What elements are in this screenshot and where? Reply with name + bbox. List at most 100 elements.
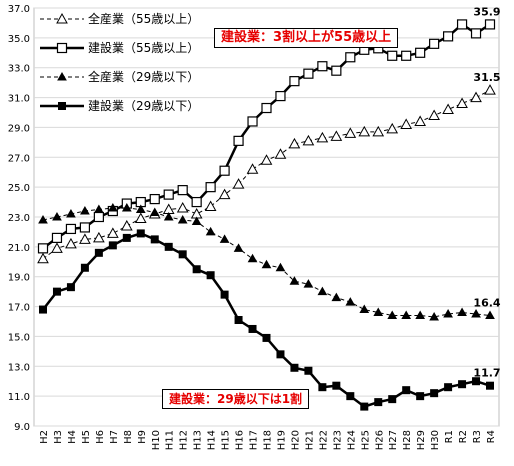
x-tick-label: H29 (416, 430, 427, 450)
data-point (428, 109, 440, 120)
data-point (79, 222, 91, 233)
data-point (120, 219, 133, 231)
x-tick-label: H25 (360, 430, 371, 450)
x-tick-label: H23 (332, 430, 343, 450)
data-point (345, 297, 356, 306)
data-point (444, 383, 453, 392)
data-point (386, 122, 399, 134)
series-line-3 (42, 232, 491, 408)
data-point (345, 52, 356, 63)
x-tick-label: H12 (179, 430, 190, 450)
x-tick-label: H7 (109, 430, 120, 444)
data-point (456, 19, 468, 30)
data-point (261, 259, 272, 269)
data-point (163, 189, 174, 200)
data-point (387, 50, 398, 61)
data-point (346, 392, 355, 401)
data-point (106, 227, 119, 238)
data-point (302, 134, 315, 146)
data-point (360, 402, 369, 411)
data-point (429, 312, 439, 321)
data-point (149, 207, 160, 217)
filled-triangle-marker-icon (40, 71, 84, 81)
data-point (248, 324, 257, 333)
y-tick-label: 23.0 (8, 213, 30, 224)
data-point (275, 90, 286, 102)
data-point (484, 19, 496, 30)
legend-label: 全産業（55歳以上） (88, 12, 200, 26)
data-point (178, 250, 187, 259)
x-tick-label: H9 (137, 430, 148, 444)
x-tick-label: H6 (95, 430, 106, 444)
x-tick-label: H27 (388, 430, 399, 450)
data-point (429, 38, 440, 49)
data-point (206, 271, 215, 280)
data-point (276, 350, 285, 359)
y-tick-label: 25.0 (8, 183, 30, 194)
data-point (234, 316, 243, 325)
data-point (262, 333, 271, 342)
data-point (121, 203, 132, 212)
data-point (219, 234, 230, 243)
data-point (108, 241, 117, 250)
y-tick-label: 31.0 (8, 94, 30, 105)
data-point (149, 193, 160, 205)
data-point (458, 380, 467, 389)
data-point (219, 165, 230, 176)
data-point (39, 305, 47, 314)
data-point (94, 248, 103, 257)
data-point (192, 265, 201, 274)
x-tick-label: H11 (165, 430, 176, 450)
data-point (303, 68, 314, 79)
data-point (470, 91, 482, 103)
data-point (374, 398, 383, 407)
open-square-marker-icon (40, 42, 84, 54)
data-point (136, 229, 145, 238)
data-point (318, 383, 327, 392)
x-tick-label: H3 (53, 430, 64, 444)
data-point (232, 178, 245, 189)
data-point (290, 363, 299, 372)
data-point (415, 47, 426, 58)
data-point (205, 182, 216, 193)
x-tick-label: H19 (276, 430, 287, 450)
data-point (51, 242, 63, 253)
data-point (359, 304, 370, 314)
data-point (66, 283, 75, 292)
data-point (443, 309, 453, 318)
x-tick-label: H2 (39, 430, 50, 444)
x-tick-label: H30 (430, 430, 441, 450)
data-point (388, 395, 397, 404)
x-tick-label: H4 (67, 430, 78, 444)
data-point (261, 102, 272, 114)
y-tick-label: 21.0 (8, 243, 30, 254)
data-point (331, 292, 342, 302)
data-point (150, 235, 159, 244)
y-tick-label: 15.0 (8, 332, 30, 343)
y-tick-label: 35.0 (8, 34, 30, 45)
data-point (387, 310, 398, 320)
value-label: 11.7 (473, 367, 500, 380)
data-point (247, 116, 258, 127)
series-group (37, 19, 496, 411)
legend-label: 建設業（29歳以下） (88, 99, 200, 113)
data-point (177, 214, 188, 224)
x-tick-label: H16 (235, 430, 246, 450)
data-point (485, 310, 495, 320)
data-point (331, 65, 342, 76)
data-point (80, 206, 90, 215)
data-point (401, 50, 412, 61)
x-tick-label: H14 (207, 430, 218, 450)
data-point (191, 196, 202, 208)
data-point (37, 243, 49, 254)
data-point (275, 262, 286, 272)
open-triangle-marker-icon (40, 12, 84, 24)
data-point (177, 185, 188, 196)
x-tick-label: H22 (318, 430, 329, 450)
data-point (289, 276, 300, 285)
data-point (93, 211, 104, 223)
data-point (38, 214, 48, 224)
y-tick-label: 9.0 (14, 422, 30, 433)
x-tick-label: H28 (402, 430, 413, 450)
data-point (373, 307, 384, 317)
